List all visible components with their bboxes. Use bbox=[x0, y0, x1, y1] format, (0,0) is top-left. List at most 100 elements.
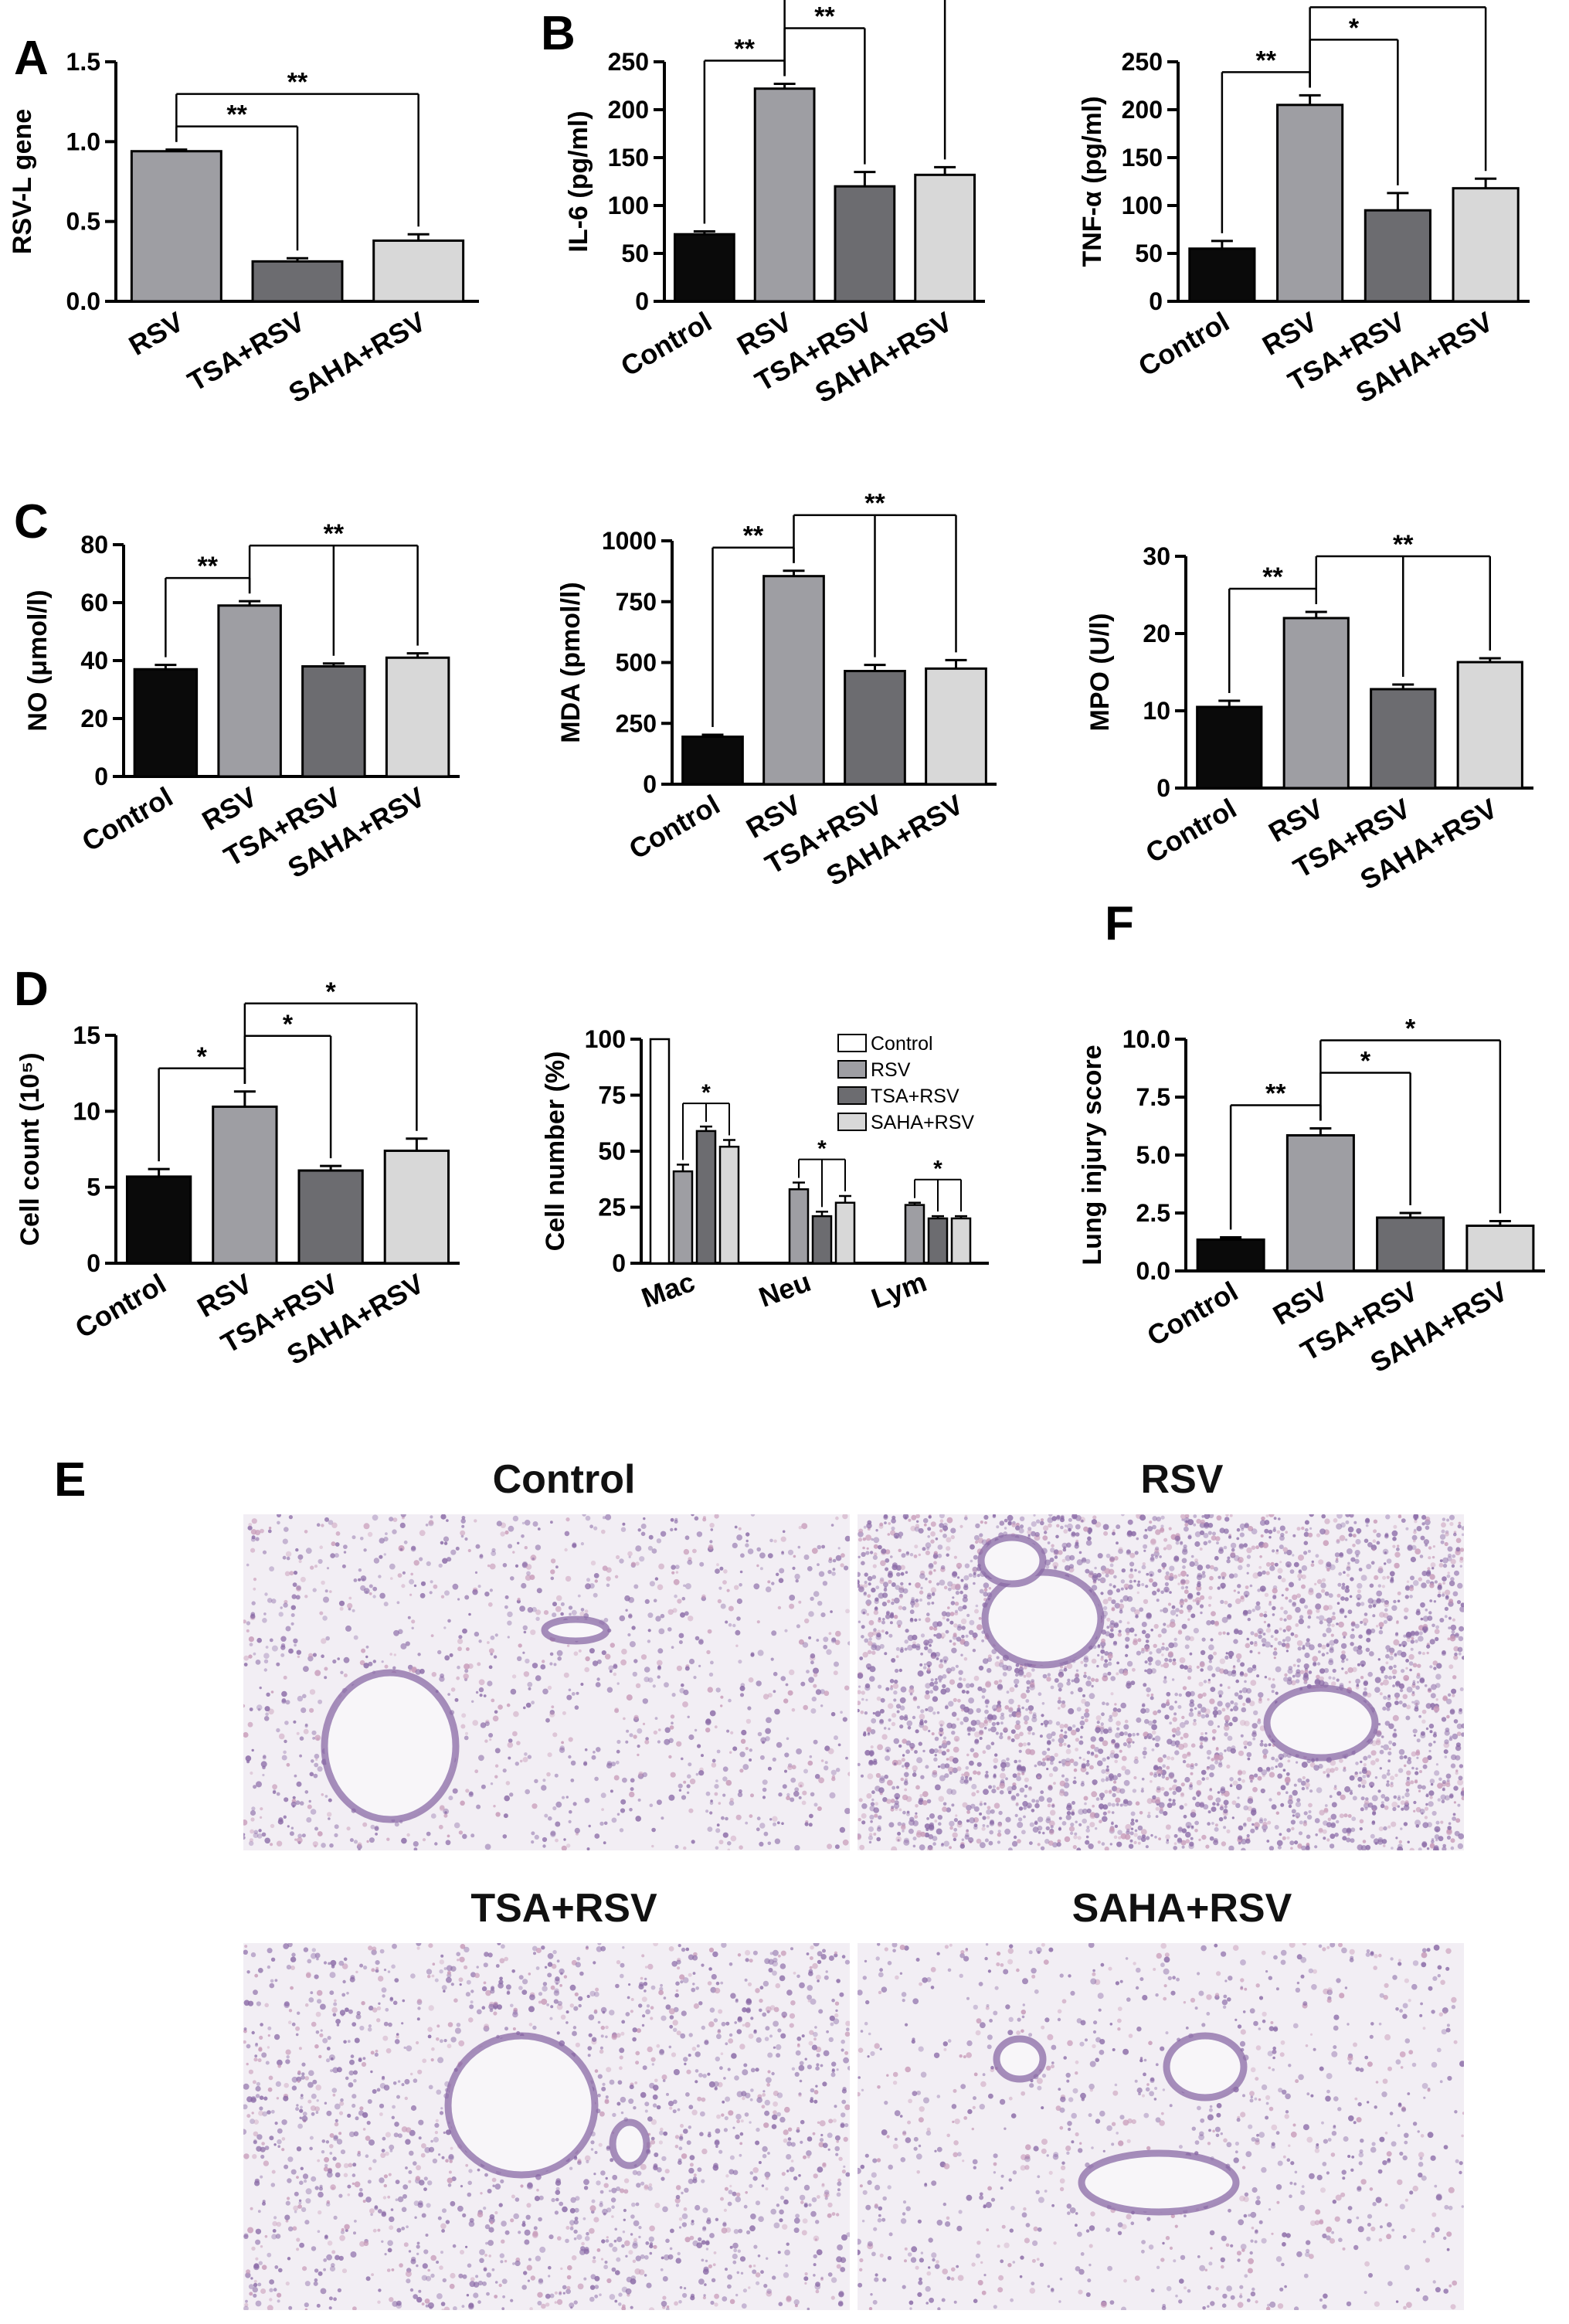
significance-label: ** bbox=[735, 35, 756, 64]
tissue-cell bbox=[898, 1668, 902, 1673]
tissue-cell bbox=[1416, 1609, 1421, 1613]
tissue-cell bbox=[1254, 1633, 1258, 1637]
tissue-cell bbox=[864, 1581, 868, 1584]
tissue-cell bbox=[1048, 1514, 1053, 1517]
tissue-cell bbox=[1453, 1719, 1459, 1724]
tissue-cell bbox=[1184, 1599, 1188, 1602]
tissue-cell bbox=[280, 1653, 285, 1657]
tissue-cell bbox=[468, 1612, 471, 1616]
tissue-cell bbox=[1429, 1599, 1433, 1602]
tissue-cell bbox=[878, 1619, 881, 1623]
tissue-cell bbox=[1195, 1791, 1201, 1796]
tissue-cell bbox=[263, 1659, 269, 1663]
tissue-cell bbox=[625, 1609, 628, 1612]
tissue-cell bbox=[1070, 1690, 1074, 1695]
tissue-cell bbox=[999, 1790, 1004, 1795]
tissue-cell bbox=[328, 1817, 331, 1820]
tissue-cell bbox=[1138, 1570, 1141, 1574]
tissue-cell bbox=[925, 1577, 928, 1581]
tissue-cell bbox=[1444, 1541, 1448, 1547]
tissue-cell bbox=[922, 1800, 928, 1806]
tissue-cell bbox=[1318, 1650, 1321, 1653]
tissue-cell bbox=[580, 1683, 584, 1686]
tissue-cell bbox=[983, 1726, 987, 1730]
bar-neu-saha-rsv bbox=[834, 1201, 856, 1265]
tissue-cell bbox=[383, 1553, 386, 1556]
tissue-cell bbox=[1018, 1759, 1021, 1763]
tissue-cell bbox=[1423, 1539, 1429, 1545]
tissue-cell bbox=[963, 1779, 969, 1785]
tissue-cell bbox=[411, 1619, 416, 1624]
tissue-cell bbox=[792, 1566, 796, 1570]
tissue-cell bbox=[288, 1648, 294, 1654]
tissue-cell bbox=[715, 1568, 720, 1574]
tissue-cell bbox=[1443, 1749, 1448, 1755]
tissue-cell bbox=[1448, 1737, 1453, 1741]
tissue-cell bbox=[493, 1655, 498, 1659]
tissue-cell bbox=[1071, 1810, 1075, 1815]
tissue-cell bbox=[245, 1755, 252, 1762]
tissue-cell bbox=[1153, 1711, 1158, 1716]
tissue-cell bbox=[932, 1655, 936, 1659]
tissue-cell bbox=[922, 1517, 929, 1524]
bar-rsv bbox=[1282, 617, 1350, 790]
tissue-cell bbox=[1174, 1701, 1177, 1704]
tissue-cell bbox=[1235, 1802, 1241, 1809]
tissue-cell bbox=[1169, 1621, 1176, 1628]
tissue-cell bbox=[316, 1737, 320, 1741]
tissue-cell bbox=[808, 1636, 812, 1639]
tissue-cell bbox=[817, 1601, 823, 1606]
tissue-cell bbox=[1176, 1745, 1179, 1748]
tissue-cell bbox=[1438, 1562, 1444, 1568]
tissue-cell bbox=[1315, 1554, 1319, 1558]
tissue-cell bbox=[1165, 1571, 1170, 1575]
tissue-cell bbox=[924, 1694, 930, 1700]
tissue-cell bbox=[561, 1796, 565, 1799]
tissue-cell bbox=[1197, 1582, 1201, 1588]
tissue-cell bbox=[299, 1754, 302, 1758]
tissue-cell bbox=[312, 1737, 315, 1740]
tissue-cell bbox=[861, 1625, 865, 1629]
tissue-cell bbox=[727, 1841, 732, 1846]
tissue-cell bbox=[900, 1582, 904, 1586]
tissue-cell bbox=[1058, 1827, 1061, 1831]
tissue-cell bbox=[532, 1521, 538, 1527]
tissue-cell bbox=[550, 1830, 556, 1836]
tissue-cell bbox=[1223, 1545, 1228, 1550]
tissue-cell bbox=[290, 1826, 294, 1830]
tissue-cell bbox=[908, 1518, 912, 1522]
tissue-cell bbox=[1181, 1518, 1184, 1521]
tissue-cell bbox=[1022, 1801, 1028, 1807]
tissue-cell bbox=[458, 1635, 463, 1639]
tissue-cell bbox=[1153, 1773, 1158, 1778]
tissue-cell bbox=[1086, 1826, 1090, 1829]
tissue-cells bbox=[243, 1514, 850, 1850]
tissue-cell bbox=[1064, 1731, 1068, 1734]
tissue-cell bbox=[265, 1712, 269, 1716]
tissue-cell bbox=[1076, 1707, 1082, 1712]
tissue-cell bbox=[1397, 1591, 1401, 1595]
tissue-cell bbox=[1040, 1518, 1044, 1522]
tissue-cell bbox=[1170, 1775, 1173, 1779]
tissue-cell bbox=[1279, 1617, 1283, 1621]
tissue-cell bbox=[879, 1708, 885, 1714]
tissue-cell bbox=[302, 1694, 307, 1699]
tissue-cell bbox=[1102, 1811, 1107, 1816]
tissue-cell bbox=[924, 1832, 930, 1838]
tissue-cell bbox=[392, 1517, 398, 1522]
tissue-cell bbox=[1075, 1820, 1078, 1823]
tissue-cell bbox=[256, 1704, 263, 1711]
tissue-cell bbox=[1461, 1526, 1464, 1531]
tissue-cell bbox=[1052, 1766, 1058, 1772]
tissue-cell bbox=[1150, 1780, 1153, 1783]
tissue-cell bbox=[1259, 1555, 1262, 1558]
tissue-cell bbox=[1076, 1559, 1083, 1566]
tissue-cell bbox=[938, 1663, 944, 1669]
tissue-cell bbox=[600, 1792, 606, 1799]
tissue-cell bbox=[1175, 1541, 1180, 1545]
panel-label-c: C bbox=[14, 495, 49, 549]
tissue-cell bbox=[1348, 1533, 1353, 1537]
tissue-cell bbox=[561, 1845, 567, 1850]
tissue-cell bbox=[324, 1589, 328, 1593]
x-tick-label: RSV bbox=[124, 305, 189, 362]
